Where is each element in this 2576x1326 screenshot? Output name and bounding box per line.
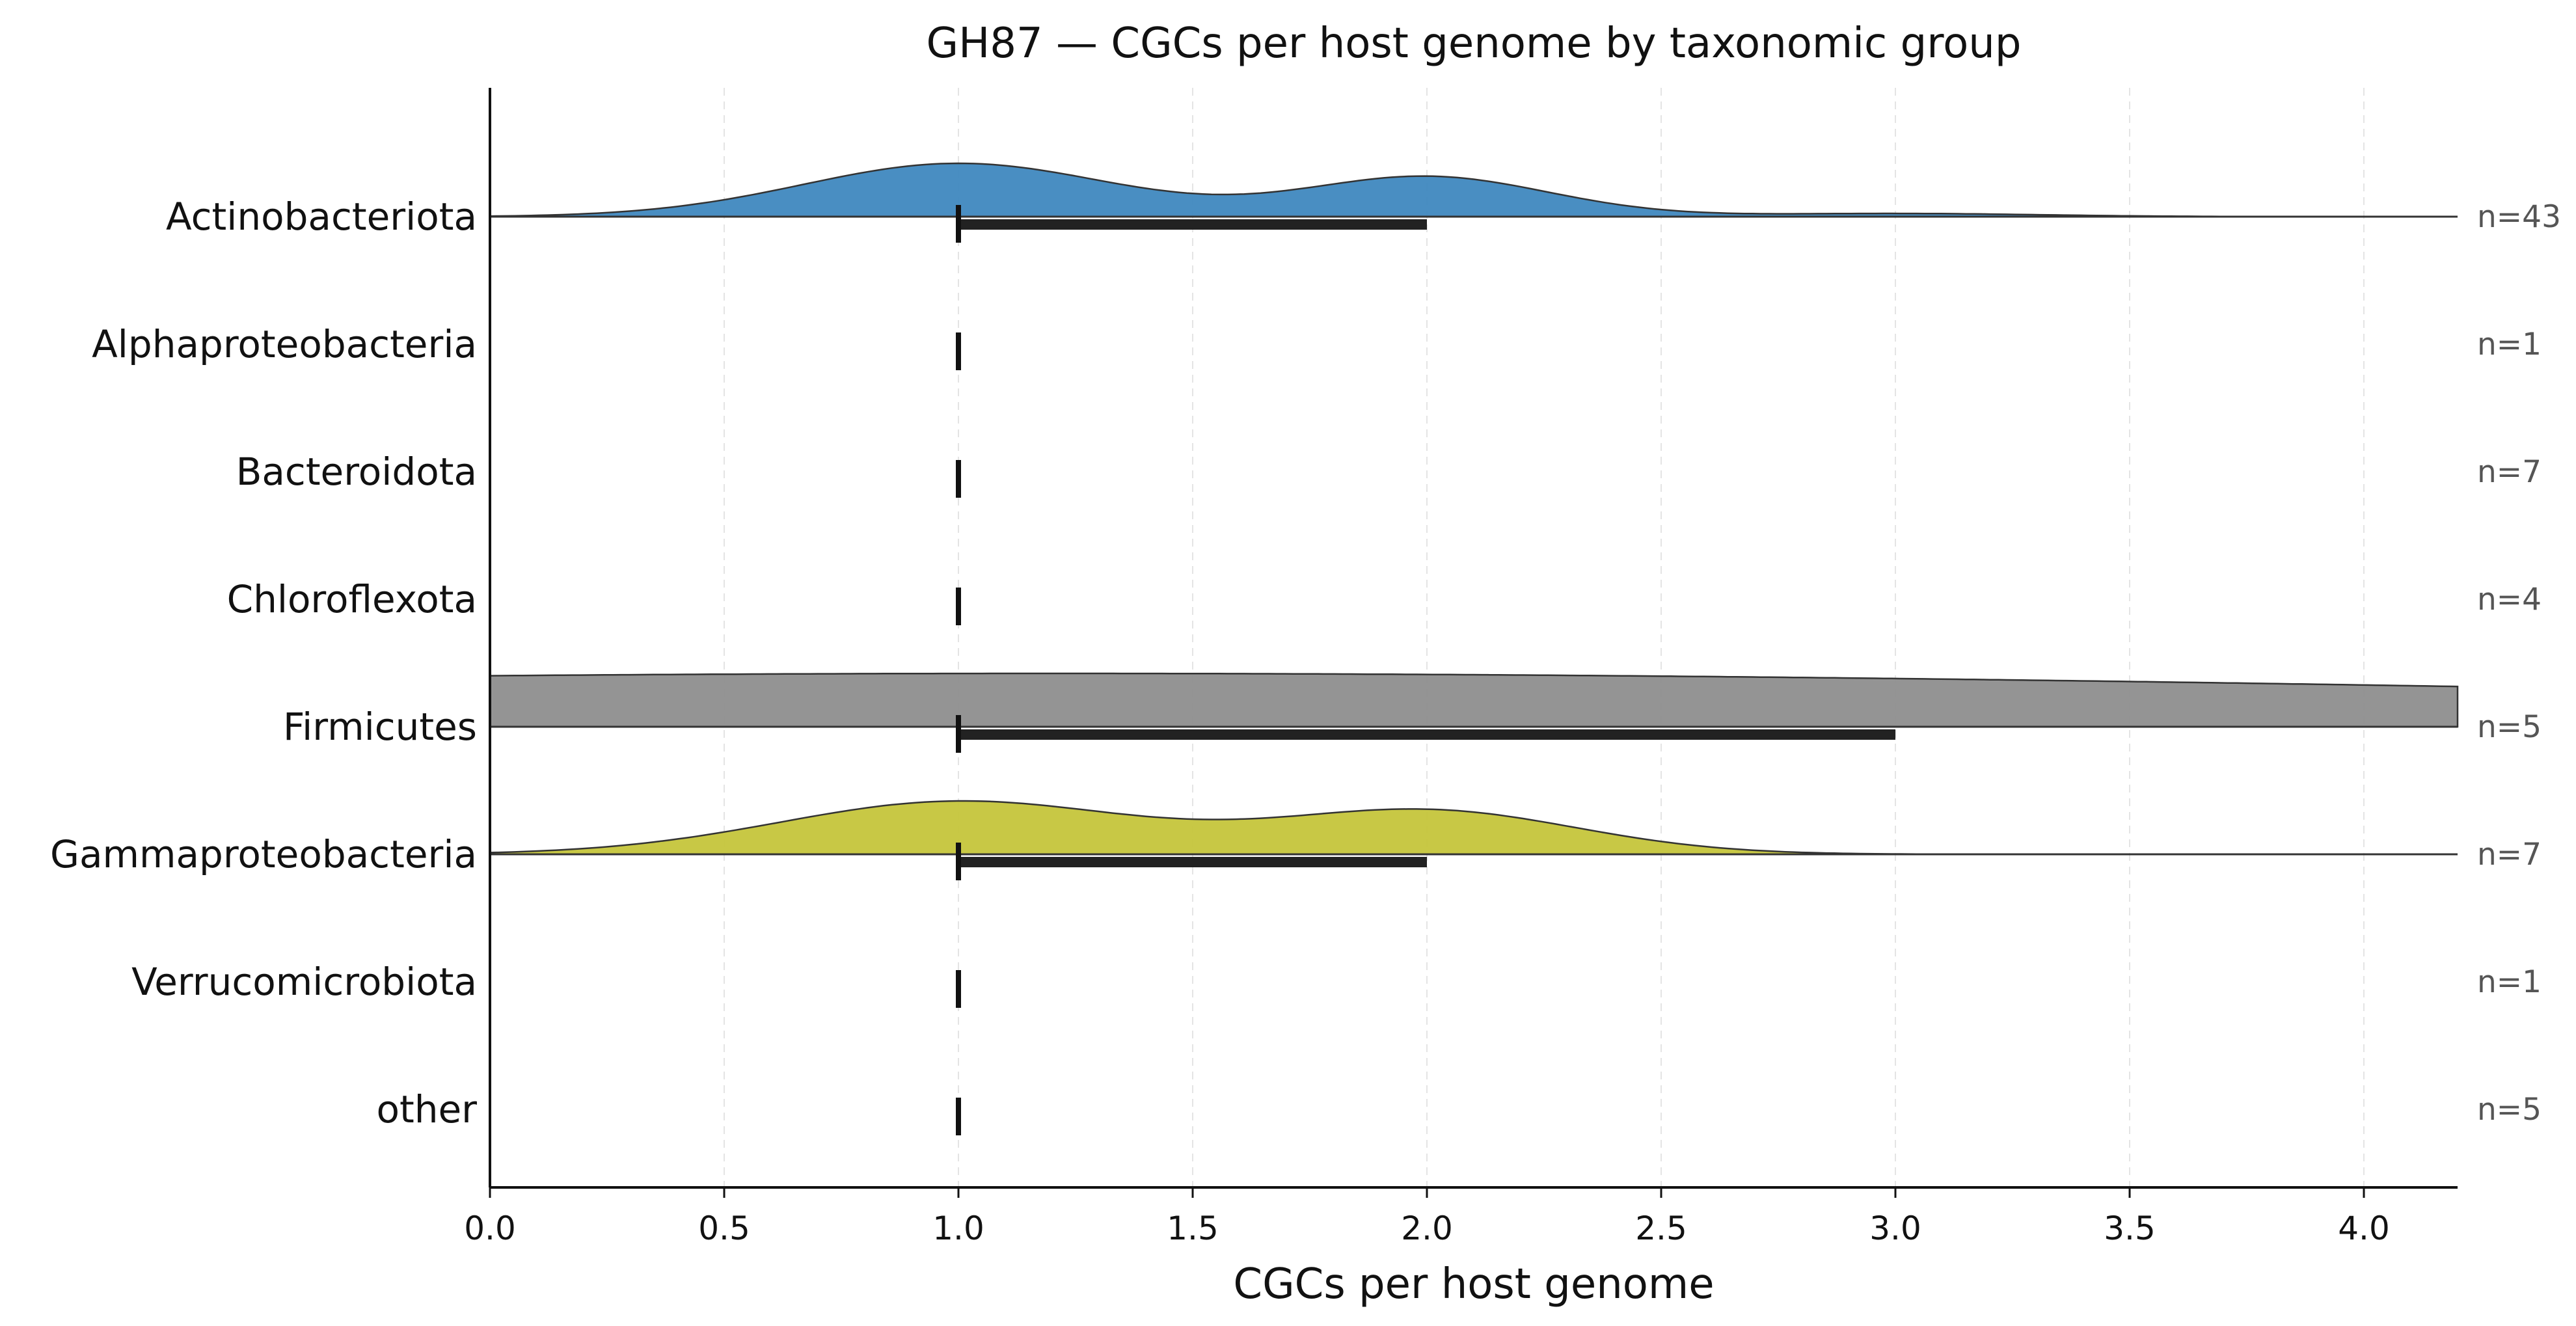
- count-label: n=5: [2477, 1092, 2542, 1128]
- count-label: n=4: [2477, 582, 2542, 617]
- x-tick-labels: 0.0 0.5 1.0 1.5 2.0 2.5 3.0 3.5 4.0: [464, 1187, 2390, 1247]
- x-tick-label: 4.0: [2338, 1210, 2390, 1247]
- count-label: n=7: [2477, 454, 2542, 490]
- group-label: Verrucomicrobiota: [131, 960, 477, 1004]
- x-tick-label: 0.5: [698, 1210, 750, 1247]
- x-tick-label: 1.5: [1167, 1210, 1219, 1247]
- count-label: n=43: [2477, 199, 2561, 235]
- x-tick-label: 3.0: [1869, 1210, 1921, 1247]
- count-labels: n=43 n=1 n=7 n=4 n=5 n=7 n=1 n=5: [2477, 199, 2561, 1128]
- count-label: n=1: [2477, 964, 2542, 1000]
- group-label: Chloroflexota: [227, 577, 477, 621]
- group-label: Alphaproteobacteria: [92, 322, 477, 366]
- group-label: Firmicutes: [283, 705, 477, 749]
- summary-markers: [956, 205, 1895, 1135]
- grid-lines: [724, 88, 2365, 1187]
- group-label: Actinobacteriota: [166, 195, 477, 239]
- x-axis-label: CGCs per host genome: [1233, 1260, 1714, 1308]
- group-labels: Actinobacteriota Alphaproteobacteria Bacte…: [50, 195, 477, 1131]
- group-label: Bacteroidota: [236, 450, 477, 494]
- x-tick-label: 1.0: [932, 1210, 984, 1247]
- ridges: [489, 162, 2459, 856]
- x-tick-label: 2.5: [1635, 1210, 1687, 1247]
- x-tick-label: 3.5: [2104, 1210, 2156, 1247]
- x-tick-label: 2.0: [1401, 1210, 1453, 1247]
- ridge-density: [489, 672, 2459, 728]
- group-label: Gammaproteobacteria: [50, 832, 477, 876]
- count-label: n=1: [2477, 327, 2542, 362]
- x-tick-label: 0.0: [464, 1210, 516, 1247]
- group-label: other: [376, 1087, 477, 1131]
- count-label: n=5: [2477, 709, 2542, 745]
- chart-title: GH87 — CGCs per host genome by taxonomic…: [927, 20, 2022, 68]
- count-label: n=7: [2477, 837, 2542, 873]
